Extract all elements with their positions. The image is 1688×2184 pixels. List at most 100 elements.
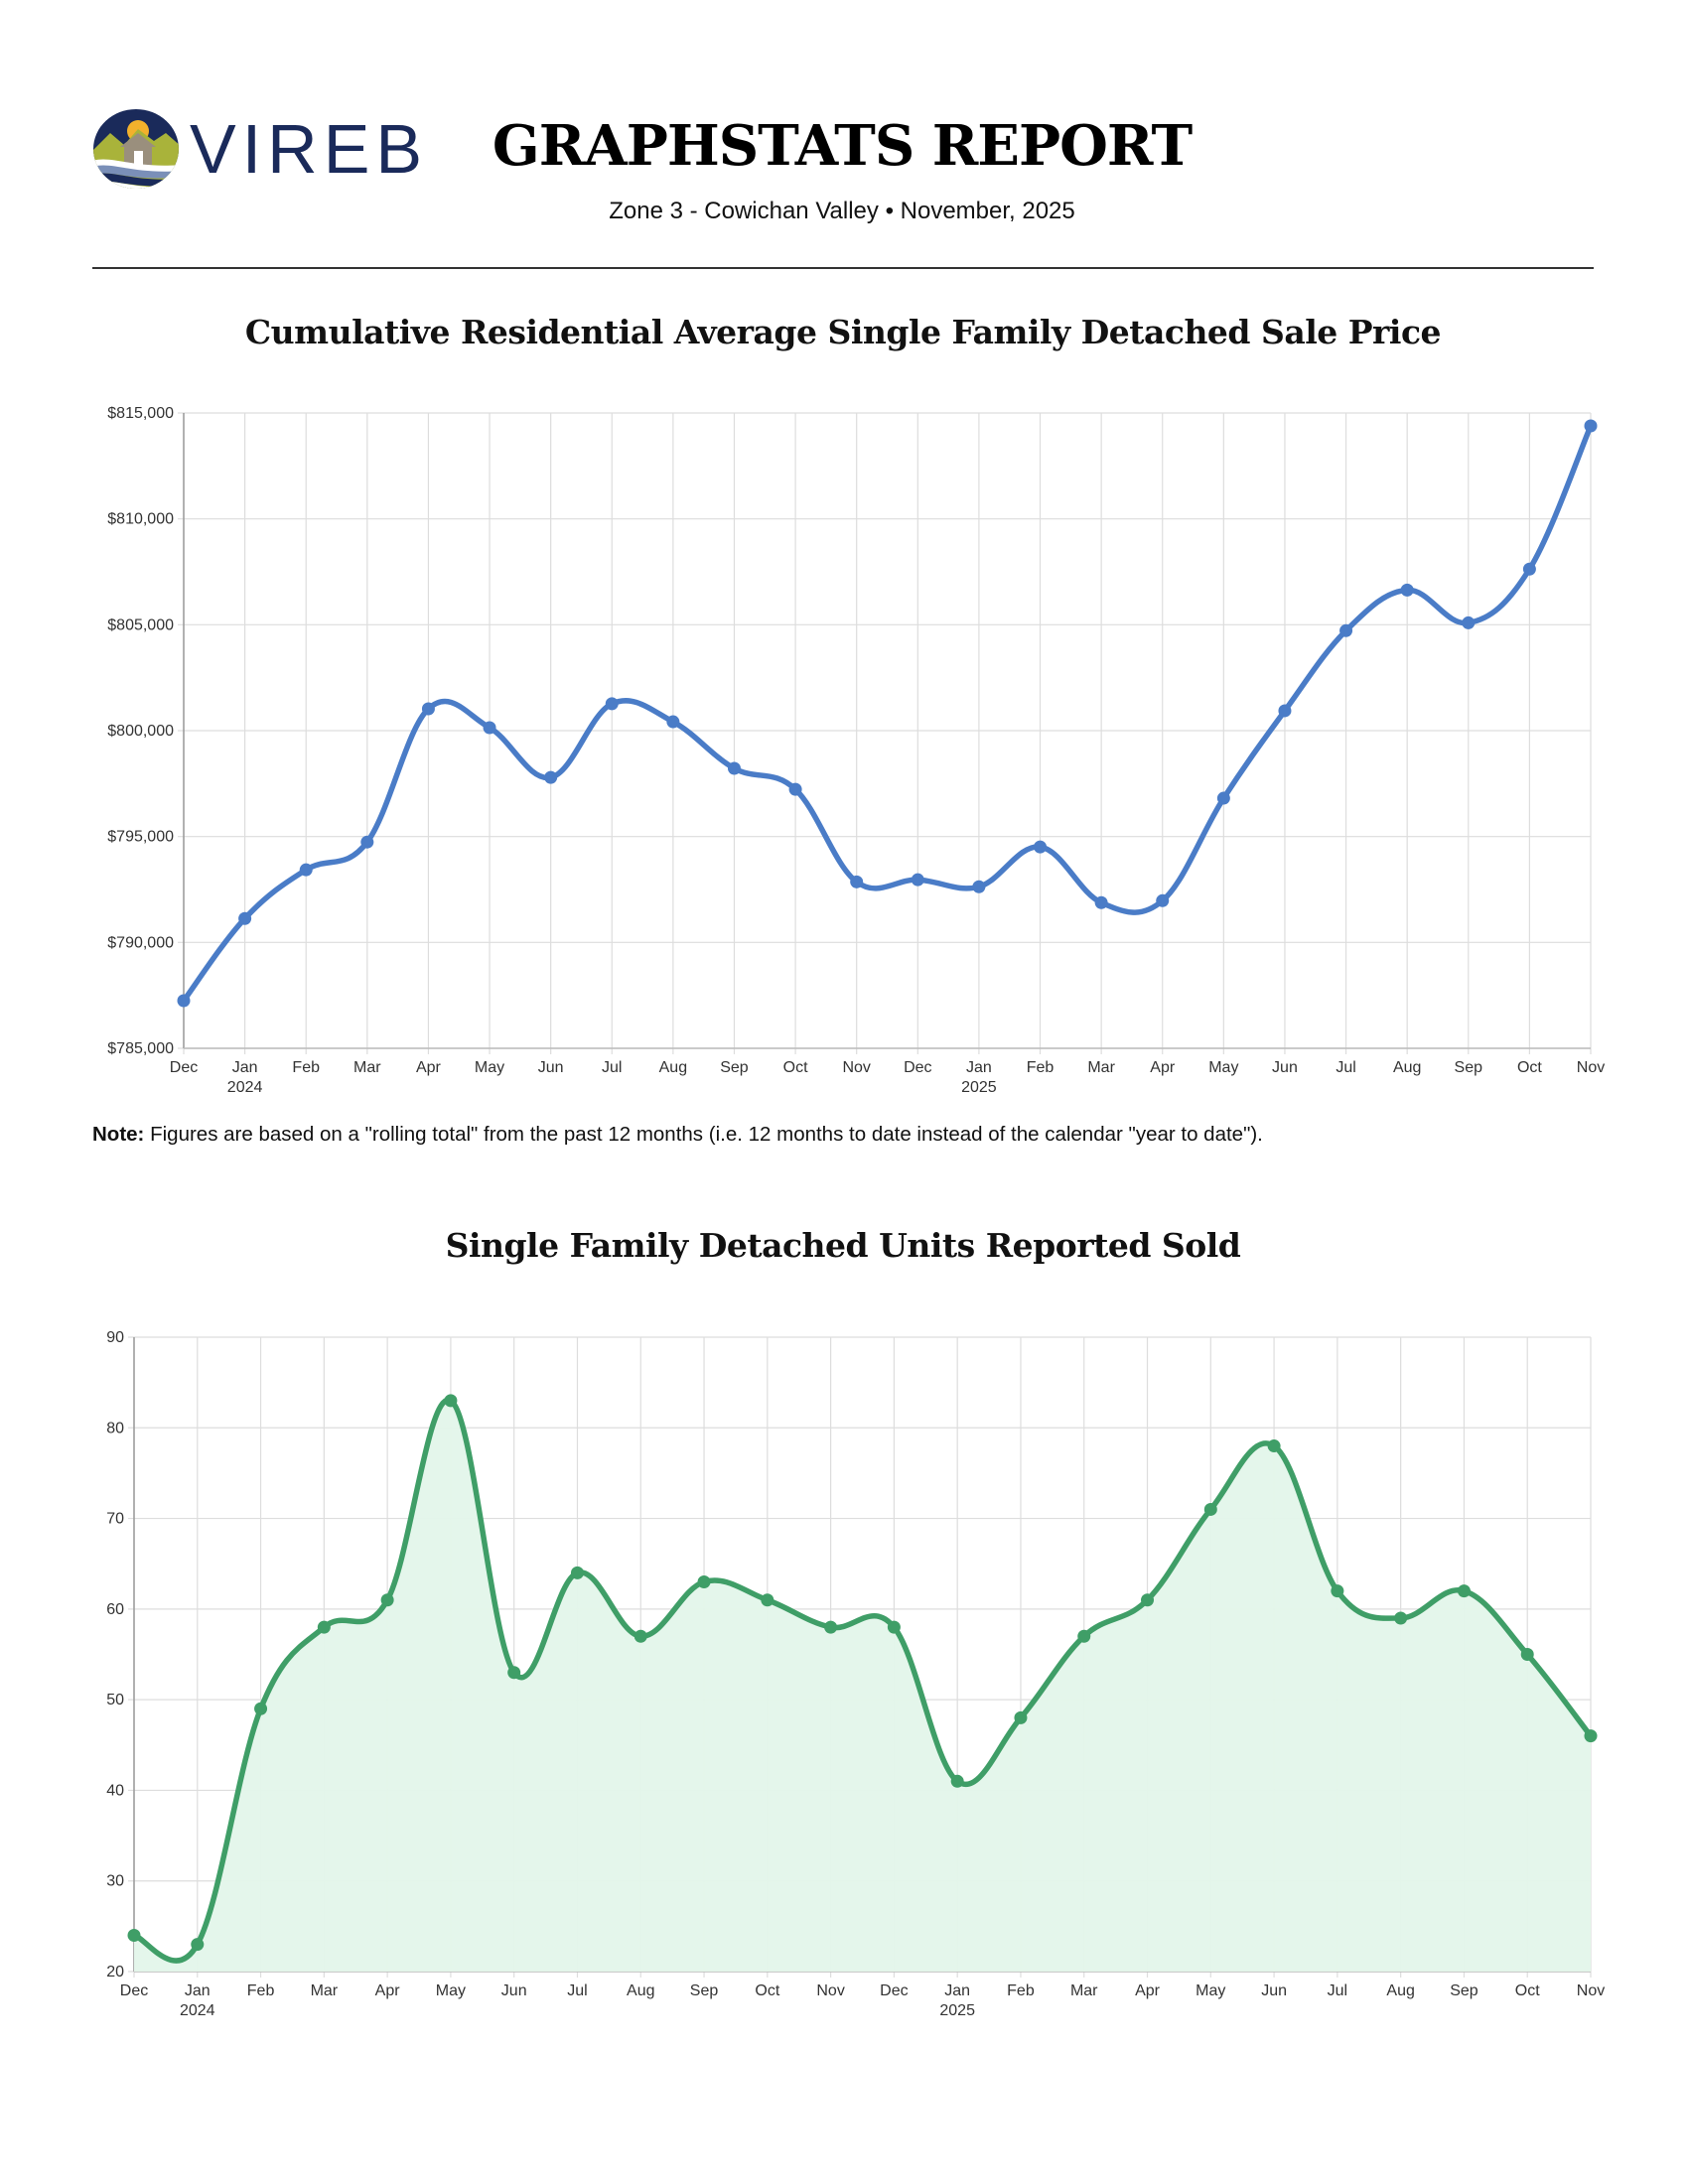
price-data-point [911, 873, 924, 887]
price-year-label: 2024 [227, 1079, 263, 1096]
price-xtick-label: Sep [720, 1059, 749, 1076]
units-area-fill [134, 1400, 1591, 1972]
units-data-point [1457, 1584, 1471, 1598]
units-data-point [254, 1702, 268, 1715]
units-xtick-label: Apr [1135, 1982, 1161, 1999]
units-xtick-label: Apr [375, 1982, 401, 1999]
units-xtick-label: Jul [1328, 1982, 1347, 1999]
units-data-point [570, 1566, 584, 1579]
units-xtick-label: Jun [501, 1982, 527, 1999]
price-xtick-label: Apr [1150, 1059, 1176, 1076]
units-xtick-label: Aug [627, 1982, 654, 1999]
price-xtick-label: Jan [966, 1059, 992, 1076]
units-data-point [1520, 1648, 1534, 1661]
units-ytick-label: 60 [106, 1601, 124, 1618]
logo-wordmark: VIREB [190, 110, 429, 188]
units-data-point [507, 1666, 521, 1680]
units-xtick-label: Jul [567, 1982, 587, 1999]
units-ytick-label: 80 [106, 1420, 124, 1436]
price-xtick-label: Oct [783, 1059, 808, 1076]
price-data-point [238, 911, 252, 925]
price-data-point [177, 994, 191, 1008]
price-data-point [1156, 893, 1170, 907]
units-chart-title: Single Family Detached Units Reported So… [445, 1226, 1241, 1265]
units-data-point [1331, 1584, 1344, 1598]
price-data-point [972, 880, 986, 893]
price-data-point [1339, 623, 1353, 637]
price-data-point [850, 875, 864, 888]
price-ytick-label: $805,000 [107, 616, 174, 633]
price-ytick-label: $800,000 [107, 723, 174, 740]
units-xtick-label: Dec [120, 1982, 148, 1999]
units-xtick-label: May [436, 1982, 466, 1999]
price-data-point [788, 782, 802, 796]
price-xtick-label: Sep [1455, 1059, 1483, 1076]
price-xtick-label: Mar [1087, 1059, 1115, 1076]
units-data-point [1077, 1629, 1091, 1643]
report-title: GRAPHSTATS REPORT [492, 113, 1193, 179]
units-chart: 20 30 40 50 60 70 80 90 Dec Jan 2024 Feb Mar Apr May Ju… [106, 1329, 1605, 2019]
price-xtick-label: Aug [659, 1059, 687, 1076]
units-data-point [633, 1629, 647, 1643]
price-xtick-label: Apr [416, 1059, 442, 1076]
price-ytick-label: $815,000 [107, 405, 174, 422]
units-xtick-label: May [1196, 1982, 1225, 1999]
units-data-point [380, 1593, 394, 1607]
price-series-line [181, 423, 1594, 1004]
units-xtick-label: Oct [755, 1982, 779, 1999]
price-chart: $785,000 $790,000 $795,000 $800,000 $805,000… [107, 405, 1605, 1096]
units-data-point [1203, 1502, 1217, 1516]
units-data-point [127, 1928, 141, 1942]
report-subtitle: Zone 3 - Cowichan Valley • November, 202… [609, 198, 1075, 224]
price-data-point [1034, 840, 1048, 854]
price-data-point [666, 715, 680, 729]
price-xtick-label: Feb [292, 1059, 320, 1076]
price-xtick-label: Feb [1027, 1059, 1055, 1076]
units-data-point [824, 1620, 838, 1634]
price-data-point [727, 761, 741, 775]
price-data-point [1094, 895, 1108, 909]
units-data-point [1267, 1439, 1281, 1453]
units-ytick-label: 50 [106, 1692, 124, 1708]
price-xtick-label: Aug [1393, 1059, 1421, 1076]
units-xtick-label: Nov [1577, 1982, 1605, 1999]
price-data-point [360, 835, 374, 849]
price-xtick-label: Nov [842, 1059, 870, 1076]
price-year-label: 2025 [961, 1079, 997, 1096]
price-data-point [299, 863, 313, 877]
units-data-point [1014, 1710, 1028, 1724]
price-xtick-label: Oct [1517, 1059, 1542, 1076]
units-year-label: 2025 [939, 2002, 975, 2019]
units-data-point [887, 1620, 901, 1634]
units-year-label: 2024 [180, 2002, 215, 2019]
price-data-point [605, 697, 619, 711]
units-data-point [191, 1938, 205, 1952]
units-xtick-label: Jan [944, 1982, 970, 1999]
price-data-point [1462, 615, 1476, 629]
logo-emblem-icon [93, 109, 179, 189]
price-xtick-label: May [475, 1059, 504, 1076]
price-xtick-label: May [1208, 1059, 1238, 1076]
units-xtick-label: Jan [185, 1982, 211, 1999]
units-xtick-label: Sep [1450, 1982, 1478, 1999]
price-ytick-label: $795,000 [107, 829, 174, 846]
units-xtick-label: Feb [247, 1982, 275, 1999]
units-data-point [950, 1774, 964, 1788]
units-data-point [444, 1394, 458, 1408]
price-xtick-label: Jan [232, 1059, 258, 1076]
units-xtick-label: Oct [1515, 1982, 1540, 1999]
units-data-point [1141, 1593, 1155, 1607]
price-chart-title: Cumulative Residential Average Single Fa… [244, 313, 1442, 351]
units-ytick-label: 30 [106, 1873, 124, 1890]
rolling-total-note: Note: Figures are based on a "rolling to… [92, 1122, 1263, 1148]
units-data-point [761, 1593, 774, 1607]
note-label: Note: [92, 1123, 145, 1146]
units-xtick-label: Mar [1070, 1982, 1098, 1999]
price-data-point [1522, 562, 1536, 576]
header-divider [92, 267, 1594, 269]
price-ytick-label: $790,000 [107, 934, 174, 951]
units-ytick-label: 90 [106, 1329, 124, 1346]
price-data-point [1584, 419, 1598, 433]
units-ytick-label: 20 [106, 1964, 124, 1980]
price-xtick-label: Mar [353, 1059, 381, 1076]
